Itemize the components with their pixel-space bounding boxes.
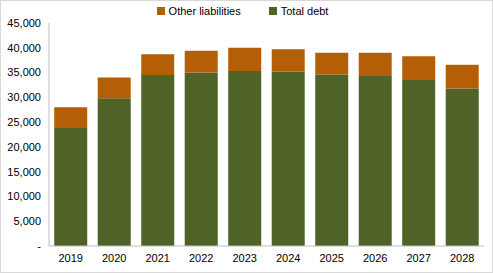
svg-text:10,000: 10,000 [8,190,41,202]
svg-text:15,000: 15,000 [8,166,41,178]
svg-text:2019: 2019 [59,252,83,264]
svg-text:25,000: 25,000 [8,116,41,128]
svg-text:2024: 2024 [276,252,300,264]
svg-text:40,000: 40,000 [8,42,41,54]
svg-text:2026: 2026 [363,252,387,264]
html-text:Total debt: Total debt [280,5,329,17]
svg-text:2027: 2027 [407,252,431,264]
svg-text:2021: 2021 [146,252,170,264]
svg-text:2028: 2028 [450,252,474,264]
svg-text:45,000: 45,000 [8,17,41,29]
svg-text:5,000: 5,000 [13,215,41,227]
svg-text:20,000: 20,000 [8,141,41,153]
svg-text:2025: 2025 [320,252,344,264]
svg-text:35,000: 35,000 [8,66,41,78]
svg-text:2022: 2022 [189,252,213,264]
svg-text:2023: 2023 [233,252,257,264]
svg-text:-: - [37,240,41,252]
html-text:Other liabilities: Other liabilities [168,5,241,17]
svg-text:30,000: 30,000 [8,91,41,103]
svg-text:2020: 2020 [102,252,126,264]
